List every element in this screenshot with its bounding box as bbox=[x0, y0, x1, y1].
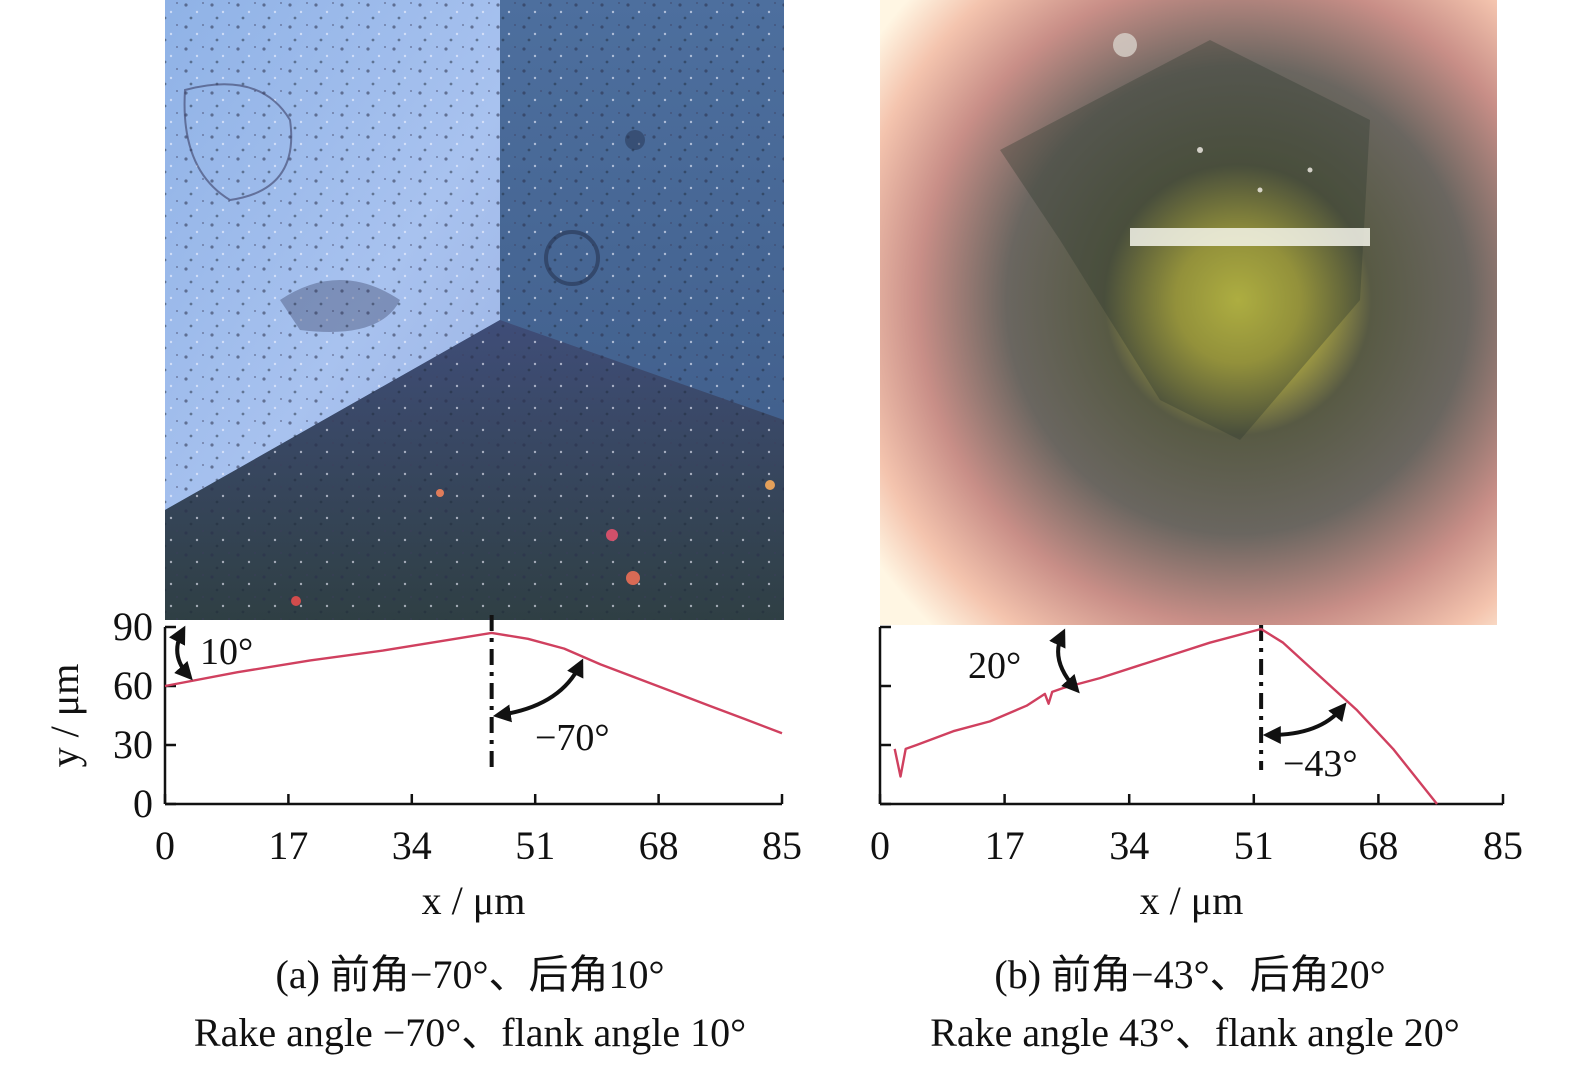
rake-angle-arrow bbox=[492, 658, 584, 723]
y-tick-label: 30 bbox=[113, 722, 153, 767]
x-axis-label: x / μm bbox=[1140, 878, 1244, 923]
x-tick-label: 34 bbox=[392, 823, 432, 868]
flank-angle-arrow bbox=[169, 625, 193, 681]
flank-angle-label: 20° bbox=[968, 645, 1021, 687]
angle-annotations-b: 20° −43° bbox=[968, 628, 1358, 785]
flank-angle-label: 10° bbox=[200, 631, 253, 673]
y-tick-label: 90 bbox=[113, 604, 153, 649]
x-tick-label: 68 bbox=[639, 823, 679, 868]
micrograph-a bbox=[165, 0, 784, 620]
x-tick-label: 68 bbox=[1358, 823, 1398, 868]
x-tick-label: 85 bbox=[762, 823, 802, 868]
x-tick-label: 17 bbox=[985, 823, 1025, 868]
rake-angle-label: −43° bbox=[1283, 743, 1358, 785]
x-tick-label: 51 bbox=[515, 823, 555, 868]
x-tick-label: 17 bbox=[268, 823, 308, 868]
x-tick-label: 0 bbox=[870, 823, 890, 868]
micrograph-b bbox=[880, 0, 1497, 625]
x-tick-label: 0 bbox=[155, 823, 175, 868]
caption-a-en: Rake angle −70°、flank angle 10° bbox=[193, 1010, 747, 1055]
rake-angle-arrow bbox=[1262, 702, 1347, 744]
profile-chart-a: 0 17 34 51 68 85 0 30 60 90 x / μm y / μm bbox=[42, 604, 802, 923]
y-tick-label: 60 bbox=[113, 663, 153, 708]
caption-a-cn: (a) 前角−70°、后角10° bbox=[275, 952, 665, 997]
x-tick-label: 34 bbox=[1109, 823, 1149, 868]
x-axis-label: x / μm bbox=[422, 878, 526, 923]
x-tick-label: 85 bbox=[1483, 823, 1523, 868]
caption-b-en: Rake angle 43°、flank angle 20° bbox=[930, 1010, 1460, 1055]
x-tick-label: 51 bbox=[1234, 823, 1274, 868]
profile-line bbox=[164, 631, 783, 735]
profile-line bbox=[893, 627, 1438, 805]
angle-annotations-a: 10° −70° bbox=[169, 625, 610, 759]
y-axis-label: y / μm bbox=[42, 664, 87, 768]
rake-angle-label: −70° bbox=[535, 717, 610, 759]
flank-angle-arrow bbox=[1049, 628, 1080, 694]
profile-chart-b: 0 17 34 51 68 85 x / μm bbox=[870, 625, 1523, 923]
caption-b-cn: (b) 前角−43°、后角20° bbox=[994, 952, 1386, 997]
y-tick-label: 0 bbox=[133, 781, 153, 826]
